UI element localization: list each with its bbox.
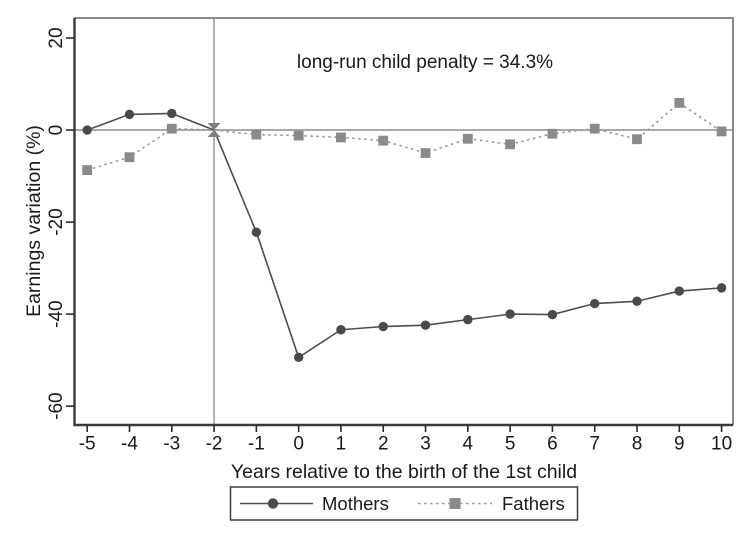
x-axis-tick-label: 0 [293,434,304,455]
x-axis-tick-label: 8 [632,434,643,455]
mothers-marker [716,283,727,293]
mothers-marker [632,296,642,306]
y-axis-tick-label: -60 [46,392,67,419]
x-axis-tick-label: -3 [163,434,180,455]
fathers-marker [462,133,473,144]
legend-fathers-label: Fathers [502,493,565,514]
mothers-marker [378,321,388,332]
fathers-marker [166,123,177,134]
y-axis-tick-label: 20 [46,27,67,48]
fathers-line [86,101,723,171]
x-axis-tick-label: -1 [248,434,265,455]
fathers-marker [716,126,727,137]
fathers-marker [420,148,431,158]
x-axis-tick-label: -5 [79,434,96,455]
chart-dynamic-layer: 20 0 -20 -40 -60 -5 -4 -3 -2 -1 0 1 2 3 4 5 6 7 8 9 10 [46,17,734,455]
mothers-marker [505,309,515,319]
y-axis-tick-label: -40 [46,300,67,327]
mothers-marker [82,125,92,135]
x-axis-tick-label: 5 [505,434,516,455]
fathers-marker [82,165,93,175]
x-axis-tick-label: 2 [378,434,389,455]
y-axis-title: Earnings variation (%) [23,125,45,317]
mothers-marker [167,108,177,119]
x-axis-tick-label: 1 [336,434,347,455]
fathers-marker [589,123,600,134]
fathers-marker [336,132,346,143]
x-axis-tick-label: 7 [589,434,600,455]
y-axis-tick-label: -20 [46,208,67,235]
mothers-line [86,112,722,359]
legend-mothers-label: Mothers [322,493,389,514]
fathers-marker [632,134,642,145]
fathers-marker [293,130,304,141]
x-axis-tick-label: 3 [420,434,431,455]
fathers-marker [124,152,135,163]
x-axis-tick-label: 9 [674,434,685,455]
mothers-marker [463,314,473,325]
mothers-marker [293,352,304,363]
mothers-marker [547,309,558,320]
legend-mothers-circle-icon [267,498,279,509]
x-axis-tick-label: 4 [463,434,474,455]
x-axis-title: Years relative to the birth of the 1st c… [231,461,577,483]
axis-lines [73,18,733,427]
fathers-marker [378,135,389,146]
mothers-marker [336,325,346,335]
mothers-marker [420,320,431,330]
legend: Mothers Fathers [229,486,579,521]
x-axis-tick-label: 10 [711,434,732,455]
mothers-marker [674,286,684,296]
mothers-marker [124,109,135,120]
plot-border [74,17,734,425]
mothers-marker [251,227,262,237]
legend-fathers-square-icon [449,498,461,509]
fathers-marker [505,139,516,150]
mothers-marker [590,298,600,309]
x-axis-tick-label: -4 [121,434,138,455]
reference-marker-bowtie-icon [207,123,221,138]
fathers-marker [547,128,558,139]
fathers-marker [251,129,262,140]
x-axis-tick-label: 6 [547,434,558,455]
x-axis-tick-label: -2 [206,434,223,455]
y-axis-tick-label: 0 [46,125,67,136]
annotation-long-run-child-penalty: long-run child penalty = 34.3% [297,52,553,73]
fathers-marker [674,97,685,108]
